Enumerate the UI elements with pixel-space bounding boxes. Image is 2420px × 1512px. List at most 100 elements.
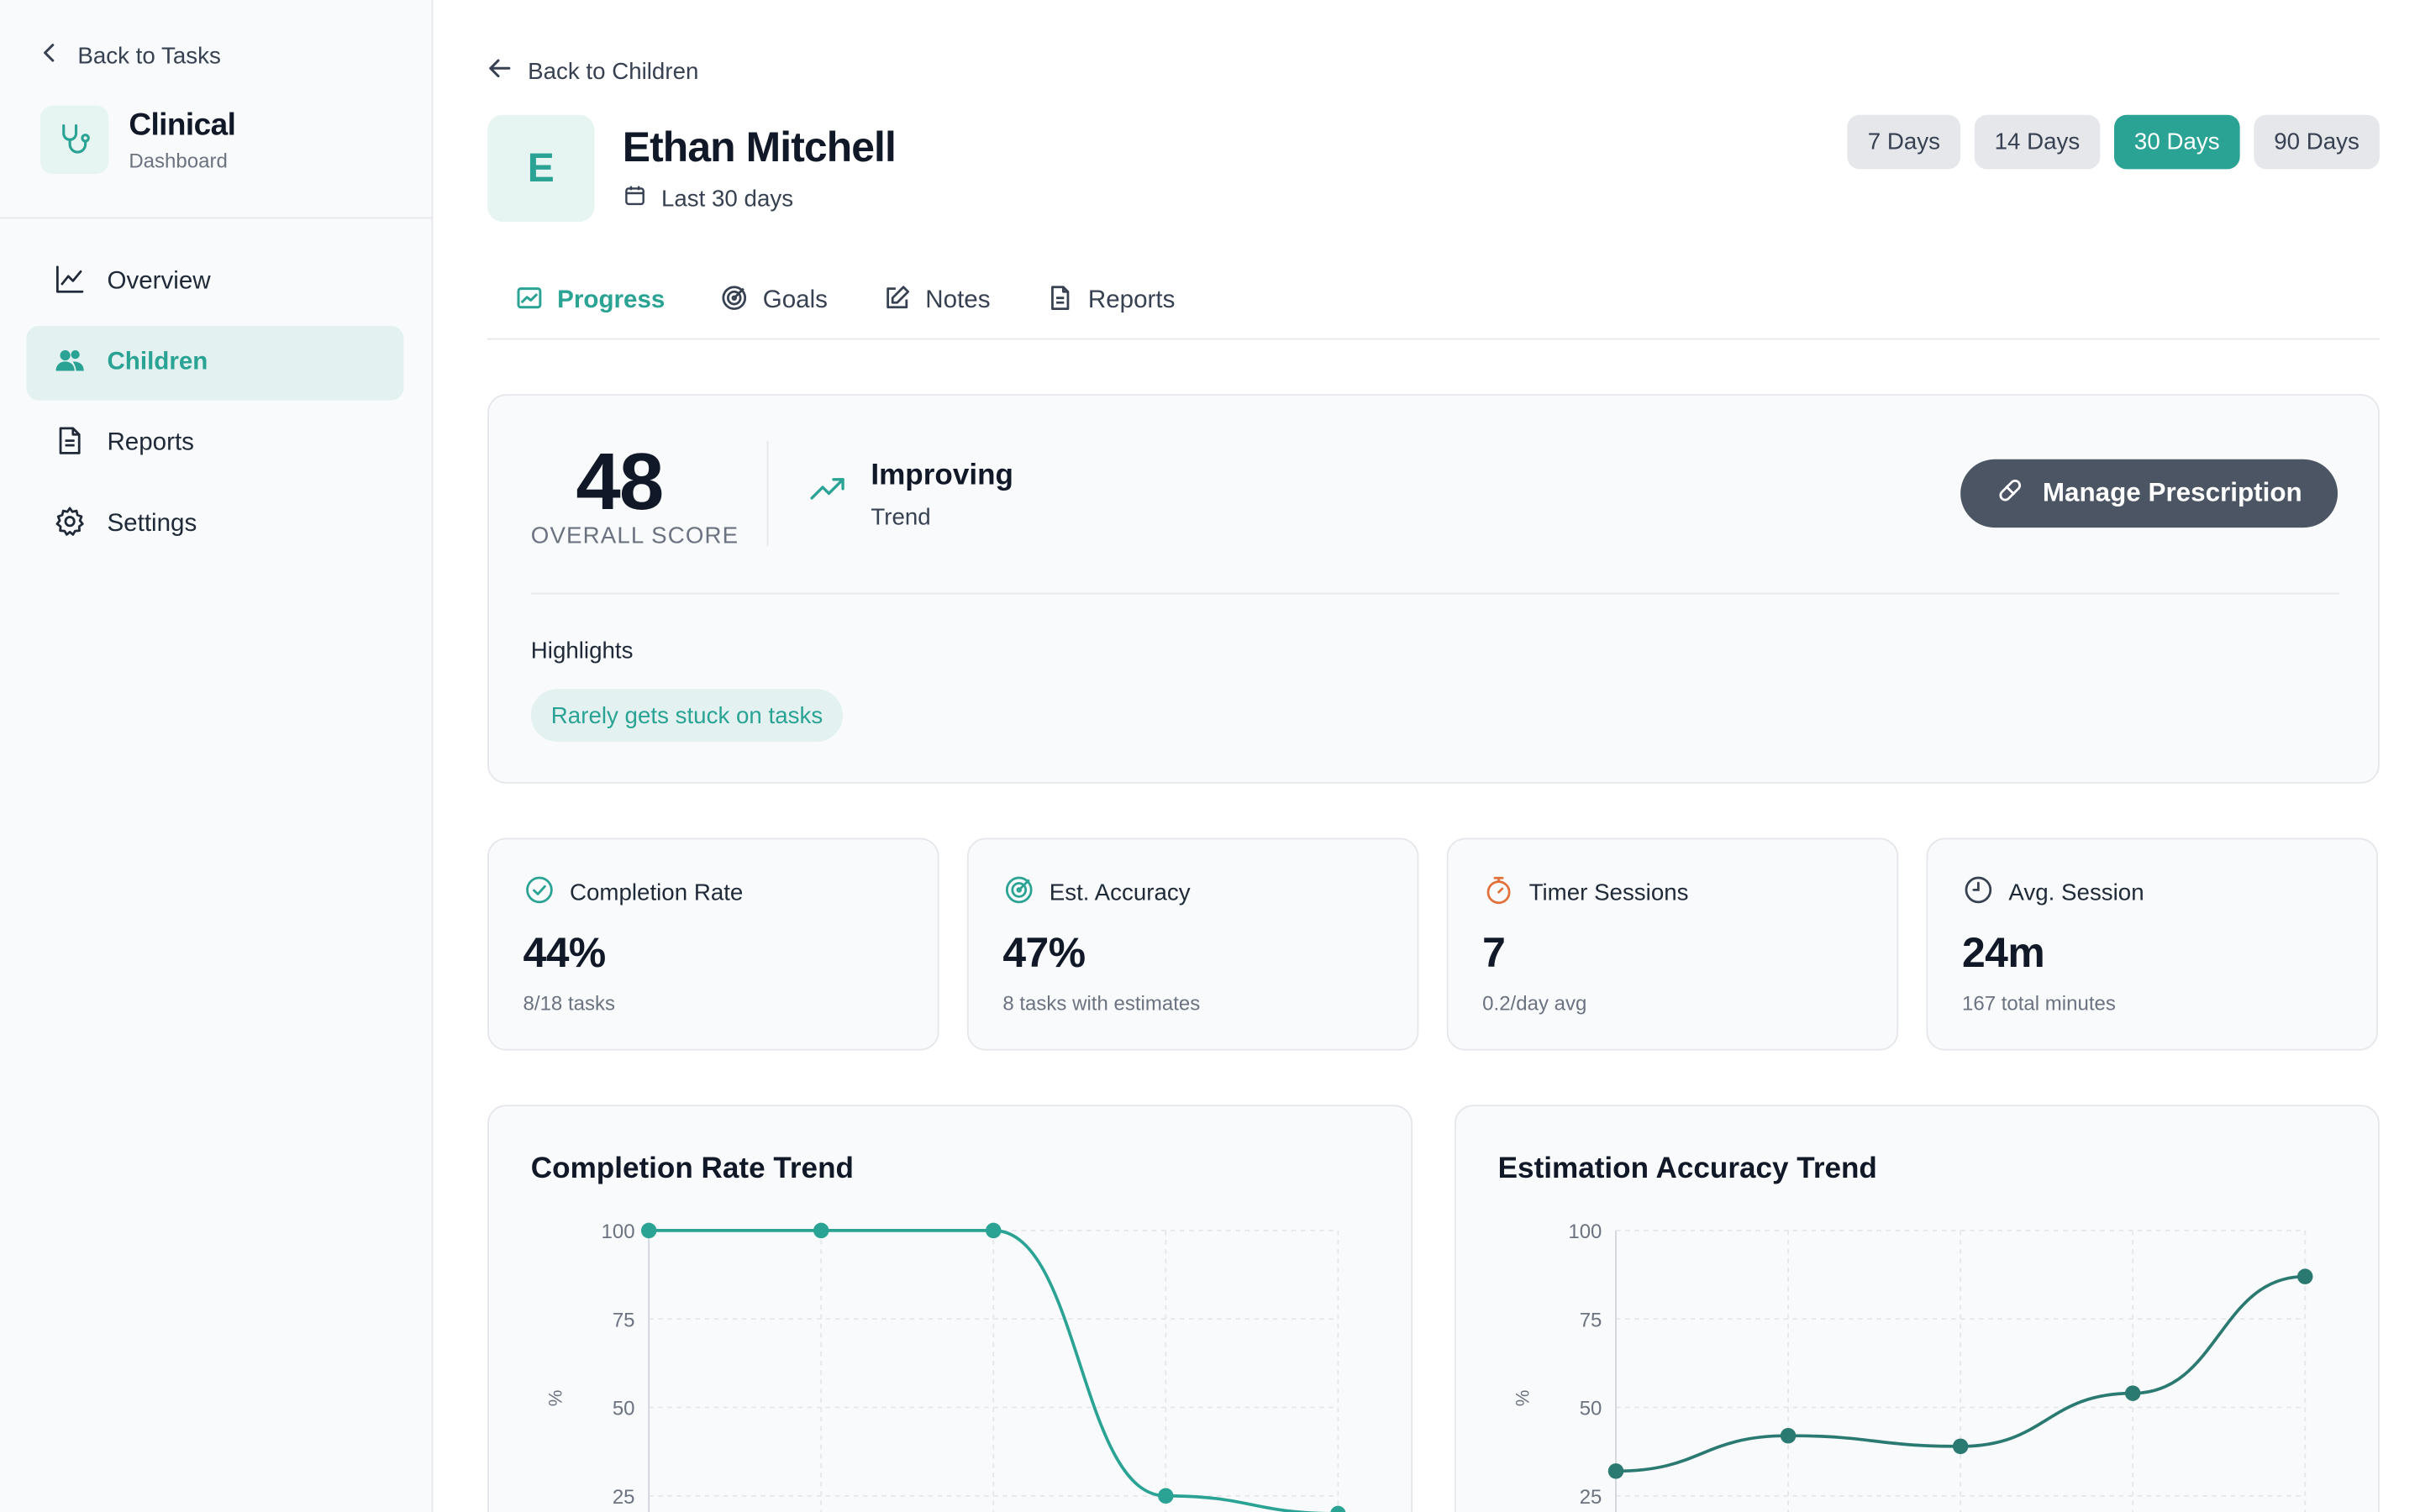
- brand-subtitle: Dashboard: [129, 148, 228, 172]
- stat-value: 44%: [523, 929, 607, 976]
- data-point: [1780, 1427, 1797, 1444]
- sidebar-item-label: Reports: [107, 429, 194, 457]
- highlight-chip: Rarely gets stuck on tasks: [530, 689, 844, 743]
- brand: Clinical Dashboard: [40, 105, 236, 174]
- tab-goals[interactable]: Goals: [693, 264, 856, 339]
- y-axis-label: %: [1512, 1390, 1534, 1407]
- data-point: [1952, 1438, 1969, 1455]
- date-range-label: Last 30 days: [624, 185, 793, 213]
- pill-icon: [1996, 475, 2023, 511]
- sidebar-nav: Overview Children Reports Settings: [26, 245, 404, 568]
- y-axis-label: %: [545, 1390, 566, 1407]
- stat-value: 7: [1482, 929, 1506, 976]
- sidebar-item-label: Overview: [107, 268, 211, 295]
- arrow-left-icon: [487, 56, 513, 87]
- file-text-icon: [1046, 283, 1074, 318]
- y-tick-label: 50: [613, 1398, 635, 1420]
- completion-rate-trend-card: Completion Rate Trend 100 75 50 25%: [487, 1105, 1413, 1512]
- highlights-title: Highlights: [530, 638, 634, 664]
- target-icon: [721, 283, 749, 318]
- range-30-days-button[interactable]: 30 Days: [2113, 114, 2240, 170]
- data-point: [1330, 1505, 1346, 1512]
- tab-label: Reports: [1087, 286, 1176, 314]
- stat-card-avg-session: Avg. Session 24m 167 total minutes: [1926, 837, 2379, 1051]
- series-line: [1616, 1274, 2306, 1473]
- range-7-days-button[interactable]: 7 Days: [1847, 114, 1960, 170]
- y-tick-label: 25: [1580, 1486, 1602, 1509]
- target-icon: [1004, 875, 1034, 911]
- stat-card-completion-rate: Completion Rate 44% 8/18 tasks: [487, 837, 939, 1051]
- estimation-accuracy-trend-card: Estimation Accuracy Trend 100 75 50 25%: [1454, 1105, 2380, 1512]
- back-to-tasks-link[interactable]: Back to Tasks: [37, 40, 221, 71]
- stat-label: Avg. Session: [2008, 879, 2144, 906]
- stat-card-est-accuracy: Est. Accuracy 47% 8 tasks with estimates: [966, 837, 1419, 1051]
- stats-row: Completion Rate 44% 8/18 tasks Est. Accu…: [487, 837, 2380, 1051]
- stat-label: Timer Sessions: [1528, 879, 1689, 906]
- stat-card-timer-sessions: Timer Sessions 7 0.2/day avg: [1446, 837, 1899, 1051]
- data-point: [2297, 1268, 2313, 1284]
- range-90-days-button[interactable]: 90 Days: [2254, 114, 2380, 170]
- sidebar-item-settings[interactable]: Settings: [26, 487, 403, 562]
- stat-subtext: 8 tasks with estimates: [1002, 991, 1201, 1016]
- tab-label: Progress: [557, 286, 666, 314]
- brand-title: Clinical: [129, 108, 236, 143]
- tab-label: Notes: [925, 286, 991, 314]
- clock-icon: [1964, 875, 1993, 911]
- stethoscope-icon: [40, 105, 109, 174]
- range-14-days-button[interactable]: 14 Days: [1974, 114, 2101, 170]
- data-point: [640, 1222, 657, 1239]
- tab-bar: Progress Goals Notes Reports: [487, 264, 2380, 340]
- range-selector: 7 Days 14 Days 30 Days 90 Days: [1847, 114, 2380, 170]
- image-chart-icon: [515, 283, 543, 318]
- edit-icon: [883, 283, 911, 318]
- tab-reports[interactable]: Reports: [1018, 264, 1203, 339]
- stat-subtext: 167 total minutes: [1961, 991, 2116, 1016]
- page-title: Ethan Mitchell: [622, 123, 897, 171]
- sidebar-item-reports[interactable]: Reports: [26, 407, 403, 481]
- sidebar: Back to Tasks Clinical Dashboard O: [0, 0, 434, 1512]
- manage-prescription-button[interactable]: Manage Prescription: [1960, 459, 2338, 528]
- sidebar-item-overview[interactable]: Overview: [26, 245, 403, 320]
- line-chart-icon: [55, 263, 86, 302]
- charts-row: Completion Rate Trend 100 75 50 25% Estimat…: [487, 1105, 2380, 1512]
- chart-title: Estimation Accuracy Trend: [1497, 1152, 1877, 1186]
- stat-value: 47%: [1002, 929, 1086, 976]
- tab-label: Goals: [762, 286, 828, 314]
- y-tick-label: 100: [1568, 1221, 1602, 1243]
- series-line: [649, 1229, 1338, 1512]
- chart-title: Completion Rate Trend: [530, 1152, 854, 1186]
- trend-subtitle: Trend: [871, 504, 931, 531]
- stopwatch-icon: [1484, 875, 1513, 911]
- summary-card: 48 OVERALL SCORE Improving Trend Manage …: [487, 394, 2380, 784]
- date-range-text: Last 30 days: [660, 185, 794, 213]
- stat-value: 24m: [1961, 929, 2045, 976]
- summary-divider: [530, 592, 2339, 595]
- back-to-tasks-label: Back to Tasks: [77, 42, 221, 70]
- y-tick-label: 75: [613, 1309, 635, 1331]
- completion-rate-trend-chart: 100 75 50 25%: [545, 1221, 1346, 1512]
- data-point: [2124, 1385, 2141, 1401]
- data-point: [1607, 1463, 1624, 1479]
- y-tick-label: 100: [601, 1221, 634, 1243]
- tab-notes[interactable]: Notes: [855, 264, 1018, 339]
- main-content: Back to Children E Ethan Mitchell Last 3…: [487, 0, 2380, 1512]
- tab-progress[interactable]: Progress: [487, 264, 693, 339]
- overall-score-value: 48: [576, 437, 664, 528]
- sidebar-item-label: Settings: [107, 510, 197, 538]
- stat-subtext: 8/18 tasks: [523, 991, 616, 1016]
- trending-up-icon: [808, 473, 849, 512]
- sidebar-item-children[interactable]: Children: [26, 325, 404, 401]
- back-to-children-link[interactable]: Back to Children: [487, 56, 698, 87]
- users-icon: [55, 344, 86, 382]
- y-tick-label: 50: [1580, 1398, 1602, 1420]
- calendar-icon: [624, 185, 646, 213]
- trend-title: Improving: [871, 459, 1013, 492]
- sidebar-item-label: Children: [107, 349, 208, 376]
- stat-subtext: 0.2/day avg: [1482, 991, 1587, 1016]
- file-text-icon: [55, 424, 86, 463]
- score-divider: [766, 440, 769, 547]
- y-tick-label: 75: [1580, 1309, 1602, 1331]
- check-circle-icon: [524, 875, 554, 911]
- stat-label: Est. Accuracy: [1049, 879, 1191, 906]
- data-point: [1158, 1488, 1174, 1504]
